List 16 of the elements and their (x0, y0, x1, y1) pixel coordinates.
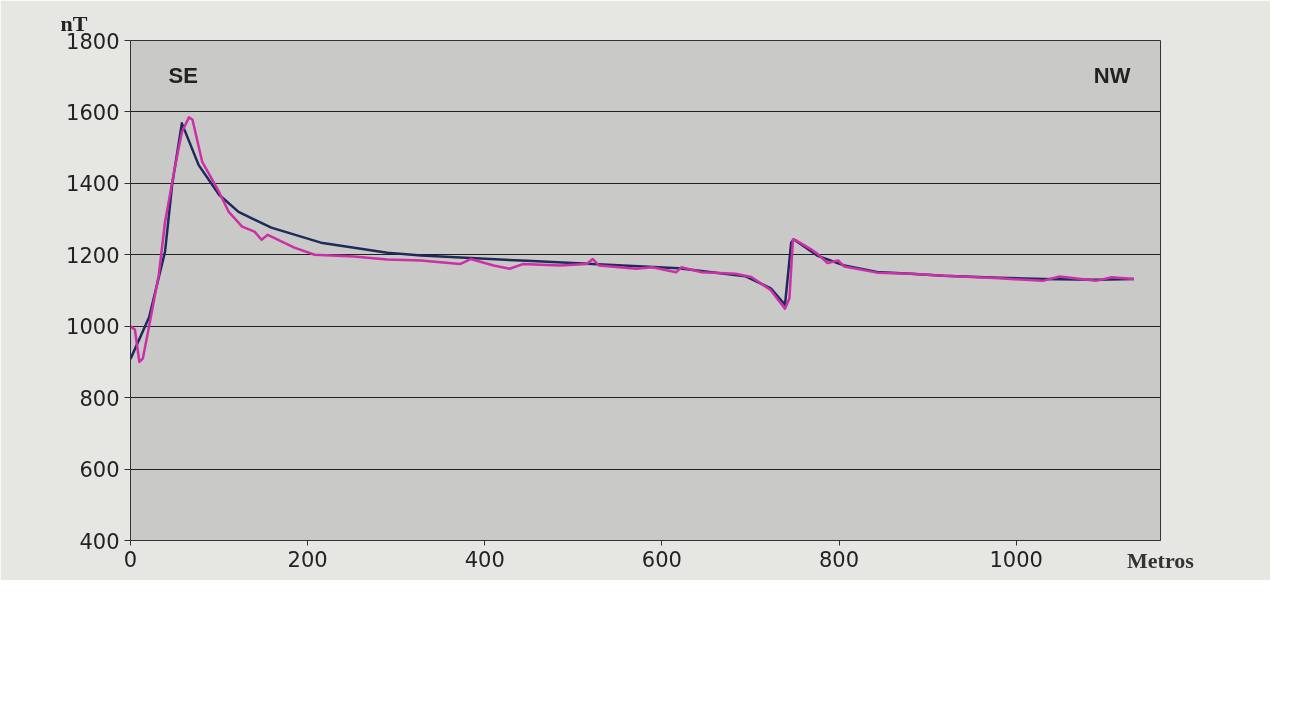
y-tick-label: 1400 (66, 172, 120, 197)
y-tick-label: 400 (79, 529, 120, 554)
x-tick-label: 800 (818, 547, 860, 572)
y-tick-label: 1200 (66, 243, 120, 268)
y-tick-label: 1000 (66, 315, 120, 340)
y-tick-label: 600 (79, 458, 120, 483)
x-tick-label: 200 (287, 547, 328, 572)
x-tick-label: 400 (464, 547, 505, 572)
x-tick-label: 1000 (989, 547, 1043, 572)
annotation: SE (168, 63, 198, 88)
x-axis-title: Metros (1127, 547, 1195, 573)
annotation: NW (1093, 63, 1131, 88)
y-tick-label: 1600 (66, 100, 120, 125)
y-tick-label: 800 (79, 386, 120, 411)
x-tick-label: 600 (641, 547, 682, 572)
x-tick-label: 0 (123, 547, 138, 572)
